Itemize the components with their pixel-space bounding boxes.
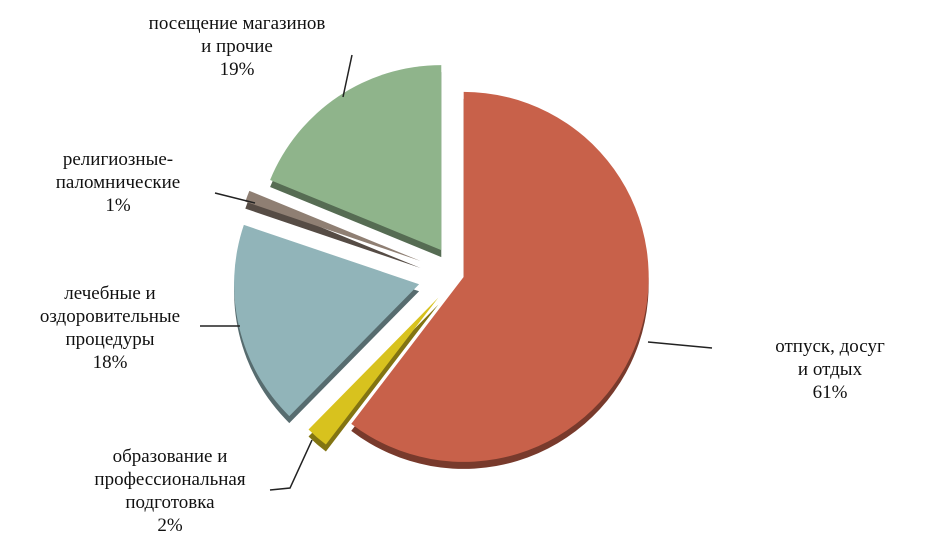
leader-line bbox=[647, 341, 713, 349]
slice-label: отпуск, досуг и отдых 61% bbox=[769, 335, 891, 404]
slice-label: посещение магазинов и прочие 19% bbox=[149, 12, 326, 81]
slice-label: религиозные- паломнические 1% bbox=[56, 148, 180, 217]
label-text: лечебные и оздоровительные процедуры bbox=[39, 283, 181, 350]
label-text: 2% bbox=[157, 515, 183, 536]
label-text: посещение магазинов и прочие bbox=[148, 13, 326, 57]
pie-slice bbox=[234, 224, 420, 417]
label-text: 18% bbox=[92, 352, 128, 373]
pie-slice bbox=[351, 91, 649, 462]
slice-label: образование и профессиональная подготовк… bbox=[94, 445, 245, 537]
leader-line bbox=[214, 192, 256, 204]
label-text: отпуск, досуг и отдых bbox=[775, 336, 885, 380]
label-text: 19% bbox=[219, 59, 255, 80]
pie-slice bbox=[270, 65, 442, 251]
label-text: религиозные- паломнические bbox=[55, 149, 181, 193]
label-text: образование и профессиональная подготовк… bbox=[94, 446, 246, 513]
pie-slice bbox=[245, 190, 421, 261]
leader-line bbox=[269, 439, 313, 491]
slice-label: лечебные и оздоровительные процедуры 18% bbox=[40, 282, 180, 374]
label-text: 61% bbox=[812, 382, 848, 403]
pie-slice bbox=[308, 297, 439, 445]
leader-line bbox=[342, 54, 353, 98]
label-text: 1% bbox=[105, 195, 131, 216]
